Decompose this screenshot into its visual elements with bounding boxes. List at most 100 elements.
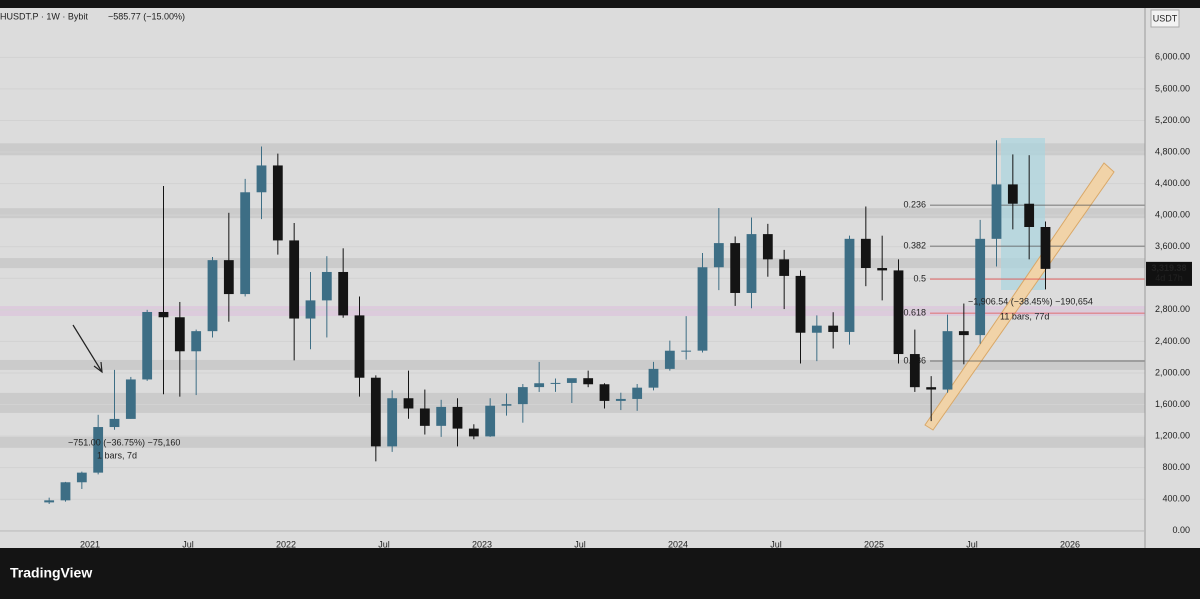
candle-body bbox=[632, 387, 643, 399]
candle-body bbox=[550, 382, 561, 384]
candle-body bbox=[811, 325, 822, 333]
x-tick-label: 2026 bbox=[1060, 539, 1080, 549]
axes: 0.00 400.00 800.00 1,200.00 1,600.00 2,000.00… bbox=[80, 52, 1192, 549]
footer bbox=[0, 548, 1200, 594]
candle-body bbox=[942, 331, 953, 390]
candle-body bbox=[599, 384, 610, 401]
candle-body bbox=[76, 472, 87, 483]
candle-body bbox=[93, 427, 104, 473]
candle-body bbox=[207, 260, 218, 332]
currency: USDT bbox=[1153, 13, 1178, 23]
zone bbox=[0, 392, 1145, 413]
zone bbox=[0, 258, 1145, 269]
y-tick-label: 400.00 bbox=[1162, 494, 1190, 504]
candle-body bbox=[1007, 184, 1018, 204]
candle-body bbox=[109, 418, 120, 428]
fib-label: 0.618 bbox=[903, 307, 926, 317]
candle-body bbox=[419, 408, 430, 426]
candle-body bbox=[501, 404, 512, 406]
candle-body bbox=[795, 275, 806, 333]
y-tick-label: 5,200.00 bbox=[1155, 115, 1190, 125]
candle-body bbox=[566, 378, 577, 383]
currency-box bbox=[1150, 9, 1180, 28]
candle-body bbox=[452, 406, 463, 429]
candle-body bbox=[697, 267, 708, 351]
candle-body bbox=[223, 260, 234, 295]
zones bbox=[0, 143, 1145, 448]
candle-body bbox=[191, 331, 202, 352]
candle-body bbox=[860, 238, 871, 269]
candle-body bbox=[354, 315, 365, 378]
candle-body bbox=[370, 377, 381, 447]
candle-body bbox=[305, 300, 316, 319]
price-tag bbox=[1146, 261, 1192, 286]
x-tick-label: Jul bbox=[574, 539, 586, 549]
candle-body bbox=[746, 234, 757, 293]
candle-body bbox=[256, 165, 267, 193]
candle-body bbox=[436, 406, 447, 426]
candle-body bbox=[517, 387, 528, 405]
top-bar bbox=[0, 0, 1200, 8]
x-tick-label: Jul bbox=[182, 539, 194, 549]
candle-body bbox=[403, 398, 414, 409]
candle-body bbox=[125, 379, 136, 419]
y-tick-label: 1,200.00 bbox=[1155, 430, 1190, 440]
candle-body bbox=[779, 259, 790, 276]
candle-body bbox=[615, 398, 626, 401]
brand: TradingView bbox=[10, 565, 92, 581]
y-tick-label: 4,400.00 bbox=[1155, 178, 1190, 188]
zone bbox=[0, 143, 1145, 156]
candle-body bbox=[975, 238, 986, 336]
candle-body bbox=[762, 234, 773, 260]
y-tick-label: 3,600.00 bbox=[1155, 241, 1190, 251]
candle-body bbox=[468, 428, 479, 437]
fib-label: 0.5 bbox=[913, 273, 926, 283]
zone bbox=[0, 208, 1145, 219]
y-tick-label: 1,600.00 bbox=[1155, 399, 1190, 409]
x-tick-label: Jul bbox=[966, 539, 978, 549]
candle-body bbox=[828, 325, 839, 332]
candle-body bbox=[958, 331, 969, 336]
fib-label: 0.382 bbox=[903, 240, 926, 250]
y-tick-label: 2,800.00 bbox=[1155, 304, 1190, 314]
candle-body bbox=[338, 271, 349, 316]
zone bbox=[0, 306, 1145, 317]
candle-body bbox=[485, 405, 496, 437]
candle-body bbox=[240, 192, 251, 295]
candle-body bbox=[289, 240, 300, 319]
candles bbox=[44, 140, 1051, 504]
candle-body bbox=[730, 243, 741, 293]
y-tick-label: 0.00 bbox=[1172, 525, 1190, 535]
y-tick-label: 2,000.00 bbox=[1155, 367, 1190, 377]
candle-body bbox=[664, 350, 675, 369]
symbol: HUSDT.P · 1W · Bybit bbox=[0, 11, 88, 21]
zone bbox=[0, 359, 1145, 370]
candle-body bbox=[142, 311, 153, 380]
candle-body bbox=[1040, 226, 1051, 269]
x-tick-label: 2023 bbox=[472, 539, 492, 549]
candle-body bbox=[648, 368, 659, 388]
measure-change: −751.00 (−36.75%) −75,160 bbox=[68, 437, 180, 447]
measure-change: −1,906.54 (−38.45%) −190,654 bbox=[968, 296, 1093, 306]
candle-body bbox=[909, 354, 920, 388]
measure-span: 11 bars, 77d bbox=[1000, 311, 1049, 321]
y-tick-label: 800.00 bbox=[1162, 462, 1190, 472]
candle-body bbox=[877, 268, 888, 271]
candle-body bbox=[158, 311, 169, 318]
x-tick-label: Jul bbox=[770, 539, 782, 549]
candle-body bbox=[60, 482, 71, 501]
x-tick-label: 2024 bbox=[668, 539, 688, 549]
price-tag-label: 3,319.38 bbox=[1151, 263, 1186, 273]
countdown: 4d 17h bbox=[1155, 273, 1183, 283]
candle-body bbox=[893, 270, 904, 355]
candle-body bbox=[681, 350, 692, 352]
candle-body bbox=[1024, 203, 1035, 227]
y-tick-label: 4,800.00 bbox=[1155, 146, 1190, 156]
change: −585.77 (−15.00%) bbox=[108, 11, 185, 21]
candle-body bbox=[44, 500, 55, 503]
y-tick-label: 4,000.00 bbox=[1155, 210, 1190, 220]
candle-body bbox=[387, 398, 398, 447]
y-tick-label: 2,400.00 bbox=[1155, 336, 1190, 346]
